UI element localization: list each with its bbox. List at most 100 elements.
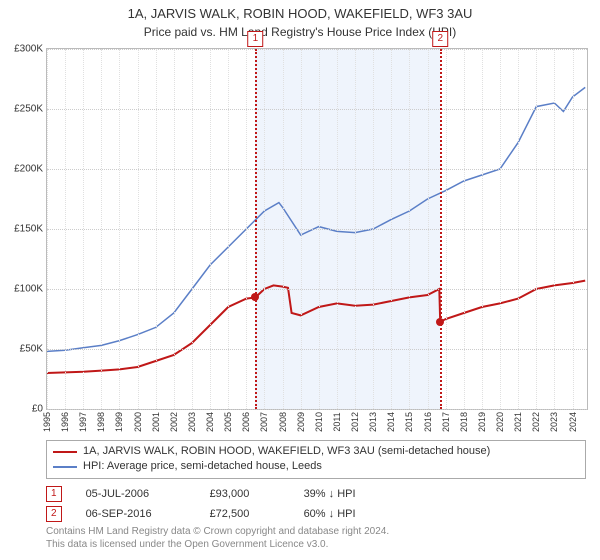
x-axis-label: 2012: [350, 412, 360, 432]
legend-label-property: 1A, JARVIS WALK, ROBIN HOOD, WAKEFIELD, …: [83, 444, 490, 459]
line-hpi: [47, 87, 585, 351]
event-delta: 60% ↓ HPI: [304, 508, 356, 520]
x-axis-label: 2008: [278, 412, 288, 432]
x-axis-label: 2013: [368, 412, 378, 432]
gridline-v: [301, 49, 302, 409]
x-axis-label: 2005: [223, 412, 233, 432]
event-date: 06-SEP-2016: [86, 508, 186, 520]
gridline-h: [47, 409, 587, 410]
attribution-line1: Contains HM Land Registry data © Crown c…: [46, 526, 586, 539]
x-axis-label: 2022: [531, 412, 541, 432]
gridline-h: [47, 289, 587, 290]
x-axis-label: 2006: [241, 412, 251, 432]
x-axis-label: 2003: [187, 412, 197, 432]
gridline-v: [464, 49, 465, 409]
chart-container: 1A, JARVIS WALK, ROBIN HOOD, WAKEFIELD, …: [0, 0, 600, 560]
gridline-v: [536, 49, 537, 409]
gridline-v: [65, 49, 66, 409]
gridline-v: [409, 49, 410, 409]
x-axis-label: 1997: [78, 412, 88, 432]
y-axis-label: £250K: [3, 104, 43, 115]
gridline-v: [174, 49, 175, 409]
attribution-line2: This data is licensed under the Open Gov…: [46, 539, 586, 552]
line-property: [47, 281, 585, 373]
attribution: Contains HM Land Registry data © Crown c…: [46, 526, 586, 551]
chart-subtitle: Price paid vs. HM Land Registry's House …: [0, 23, 600, 39]
gridline-h: [47, 49, 587, 50]
gridline-v: [47, 49, 48, 409]
x-axis-label: 1996: [60, 412, 70, 432]
gridline-v: [138, 49, 139, 409]
gridline-v: [518, 49, 519, 409]
x-axis-label: 2015: [404, 412, 414, 432]
y-axis-label: £150K: [3, 224, 43, 235]
x-axis-label: 2017: [441, 412, 451, 432]
marker-line: [255, 49, 257, 409]
x-axis-label: 1998: [96, 412, 106, 432]
event-row: 1 05-JUL-2006 £93,000 39% ↓ HPI: [46, 486, 586, 502]
y-axis-label: £300K: [3, 44, 43, 55]
y-axis-label: £50K: [3, 344, 43, 355]
gridline-v: [446, 49, 447, 409]
event-price: £93,000: [210, 488, 280, 500]
legend-item-hpi: HPI: Average price, semi-detached house,…: [53, 459, 579, 474]
gridline-v: [391, 49, 392, 409]
marker-tag: 1: [248, 31, 264, 47]
event-date: 05-JUL-2006: [86, 488, 186, 500]
gridline-v: [156, 49, 157, 409]
y-axis-label: £200K: [3, 164, 43, 175]
x-axis-label: 2007: [259, 412, 269, 432]
gridline-v: [228, 49, 229, 409]
gridline-v: [573, 49, 574, 409]
x-axis-label: 2000: [133, 412, 143, 432]
gridline-v: [210, 49, 211, 409]
gridline-v: [428, 49, 429, 409]
gridline-v: [337, 49, 338, 409]
event-tag: 2: [46, 506, 62, 522]
legend-swatch-property: [53, 451, 77, 453]
marker-tag: 2: [432, 31, 448, 47]
gridline-v: [246, 49, 247, 409]
x-axis-label: 2002: [169, 412, 179, 432]
y-axis-label: £0: [3, 404, 43, 415]
gridline-v: [319, 49, 320, 409]
event-delta: 39% ↓ HPI: [304, 488, 356, 500]
x-axis-label: 2016: [423, 412, 433, 432]
x-axis-label: 2019: [477, 412, 487, 432]
x-axis-label: 2023: [549, 412, 559, 432]
x-axis-label: 2021: [513, 412, 523, 432]
gridline-h: [47, 349, 587, 350]
gridline-h: [47, 229, 587, 230]
gridline-v: [373, 49, 374, 409]
gridline-v: [101, 49, 102, 409]
gridline-v: [83, 49, 84, 409]
gridline-v: [482, 49, 483, 409]
gridline-v: [283, 49, 284, 409]
marker-line: [440, 49, 442, 409]
event-tag: 1: [46, 486, 62, 502]
gridline-v: [264, 49, 265, 409]
x-axis-label: 2020: [495, 412, 505, 432]
event-table: 1 05-JUL-2006 £93,000 39% ↓ HPI 2 06-SEP-2016…: [46, 482, 586, 522]
gridline-h: [47, 169, 587, 170]
x-axis-label: 2014: [386, 412, 396, 432]
legend-label-hpi: HPI: Average price, semi-detached house,…: [83, 459, 322, 474]
x-axis-label: 2024: [568, 412, 578, 432]
legend: 1A, JARVIS WALK, ROBIN HOOD, WAKEFIELD, …: [46, 440, 586, 479]
event-price: £72,500: [210, 508, 280, 520]
x-axis-label: 2011: [332, 412, 342, 431]
y-axis-label: £100K: [3, 284, 43, 295]
x-axis-label: 1999: [114, 412, 124, 432]
marker-dot: [251, 293, 259, 301]
gridline-v: [500, 49, 501, 409]
plot-area: £0£50K£100K£150K£200K£250K£300K199519961…: [46, 48, 588, 410]
x-axis-label: 2010: [314, 412, 324, 432]
x-axis-label: 1995: [42, 412, 52, 432]
gridline-v: [192, 49, 193, 409]
x-axis-label: 2018: [459, 412, 469, 432]
gridline-h: [47, 109, 587, 110]
gridline-v: [119, 49, 120, 409]
legend-swatch-hpi: [53, 466, 77, 468]
marker-dot: [436, 318, 444, 326]
x-axis-label: 2001: [151, 412, 161, 432]
